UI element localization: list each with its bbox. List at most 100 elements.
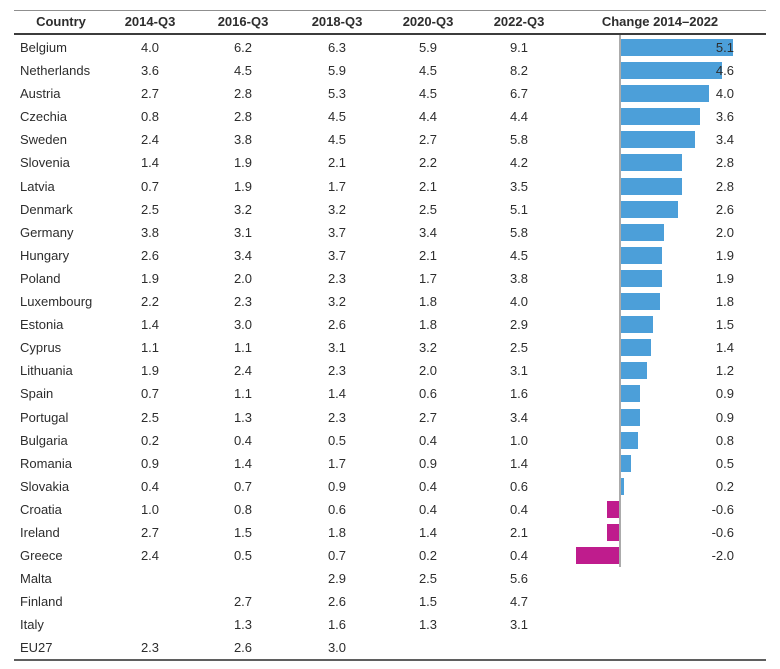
- value-cell: 3.2: [418, 340, 438, 356]
- value-cell: 1.6: [509, 386, 529, 402]
- table-row: Croatia 1.0 0.8 0.6 0.4 0.4 -0.6: [0, 498, 780, 521]
- value-cell: 1.9: [140, 270, 160, 286]
- change-bar: [620, 431, 638, 449]
- value-cell: 4.4: [418, 109, 438, 125]
- change-label: 2.0: [715, 224, 734, 240]
- table-row: Poland 1.9 2.0 2.3 1.7 3.8 1.9: [0, 267, 780, 290]
- value-cell: 2.6: [233, 640, 253, 656]
- value-cell: 5.9: [418, 40, 438, 55]
- table-row: Cyprus 1.1 1.1 3.1 3.2 2.5 1.4: [0, 336, 780, 359]
- value-cell: 1.0: [140, 501, 160, 517]
- country-cell: Luxembourg: [20, 294, 93, 310]
- change-bar: [620, 177, 683, 195]
- value-cell: 2.7: [140, 524, 160, 540]
- table-row: Hungary 2.6 3.4 3.7 2.1 4.5 1.9: [0, 244, 780, 267]
- value-cell: 0.2: [140, 432, 160, 448]
- table-body: Belgium 4.0 6.2 6.3 5.9 9.1 5.1 Netherla…: [0, 36, 780, 660]
- value-cell: 0.9: [327, 478, 347, 494]
- country-cell: Latvia: [20, 178, 55, 194]
- table-row: Malta 2.9 2.5 5.6: [0, 567, 780, 590]
- country-cell: Estonia: [20, 317, 64, 333]
- change-cell: 1.9: [566, 267, 780, 290]
- column-header-2016-q3: 2016-Q3: [217, 14, 269, 29]
- change-bar: [575, 547, 620, 565]
- change-label: 0.5: [715, 455, 734, 471]
- value-cell: 6.7: [509, 86, 529, 102]
- column-header-2014-q3: 2014-Q3: [124, 14, 176, 29]
- value-cell: 2.4: [233, 363, 253, 379]
- value-cell: 2.6: [327, 594, 347, 610]
- table-row: Belgium 4.0 6.2 6.3 5.9 9.1 5.1: [0, 36, 780, 59]
- value-cell: 1.6: [327, 617, 347, 633]
- change-cell: 0.5: [566, 452, 780, 475]
- value-cell: 0.6: [327, 501, 347, 517]
- value-cell: 2.6: [140, 247, 160, 263]
- table-row: Czechia 0.8 2.8 4.5 4.4 4.4 3.6: [0, 105, 780, 128]
- value-cell: 2.7: [233, 594, 253, 610]
- value-cell: 4.4: [509, 109, 529, 125]
- table-row: Netherlands 3.6 4.5 5.9 4.5 8.2 4.6: [0, 59, 780, 82]
- change-label: 0.9: [715, 409, 734, 425]
- value-cell: 3.7: [327, 247, 347, 263]
- value-cell: 3.1: [327, 340, 347, 356]
- change-bar: [620, 269, 663, 287]
- column-header-country: Country: [36, 14, 86, 29]
- value-cell: 5.1: [509, 201, 529, 217]
- change-cell: [566, 613, 780, 636]
- change-cell: 2.8: [566, 151, 780, 174]
- change-bar: [620, 223, 665, 241]
- value-cell: 1.4: [140, 155, 160, 171]
- value-cell: 3.6: [140, 63, 160, 79]
- value-cell: 0.6: [418, 386, 438, 402]
- change-cell: -0.6: [566, 498, 780, 521]
- value-cell: 1.7: [418, 270, 438, 286]
- value-cell: 4.5: [327, 109, 347, 125]
- value-cell: 4.5: [509, 247, 529, 263]
- table-row: Bulgaria 0.2 0.4 0.5 0.4 1.0 0.8: [0, 429, 780, 452]
- value-cell: 2.2: [140, 294, 160, 310]
- country-cell: Portugal: [20, 409, 69, 425]
- country-cell: Ireland: [20, 524, 60, 540]
- country-cell: Bulgaria: [20, 432, 68, 448]
- value-cell: 5.6: [509, 571, 529, 587]
- change-bar: [606, 523, 620, 541]
- country-cell: Slovakia: [20, 478, 70, 494]
- table-row: Spain 0.7 1.1 1.4 0.6 1.6 0.9: [0, 382, 780, 405]
- value-cell: 2.6: [327, 317, 347, 333]
- country-cell: Poland: [20, 270, 61, 286]
- value-cell: 1.8: [327, 524, 347, 540]
- header-separator-line: [14, 33, 766, 35]
- change-bar: [620, 39, 734, 56]
- change-label: -0.6: [711, 501, 734, 517]
- table-row: Finland 2.7 2.6 1.5 4.7: [0, 590, 780, 613]
- change-label: 1.5: [715, 317, 734, 333]
- change-bar: [620, 408, 640, 426]
- change-label: 1.9: [715, 270, 734, 286]
- change-bar: [620, 62, 723, 80]
- value-cell: 0.4: [418, 478, 438, 494]
- change-label: 1.4: [715, 340, 734, 356]
- value-cell: 1.8: [418, 317, 438, 333]
- country-cell: Denmark: [20, 201, 73, 217]
- column-header-2020-q3: 2020-Q3: [402, 14, 454, 29]
- country-cell: Romania: [20, 455, 73, 471]
- change-bar: [620, 154, 683, 172]
- table-row: Portugal 2.5 1.3 2.3 2.7 3.4 0.9: [0, 406, 780, 429]
- change-cell: 1.2: [566, 359, 780, 382]
- value-cell: 1.4: [418, 524, 438, 540]
- value-cell: 4.5: [418, 63, 438, 79]
- value-cell: 4.5: [418, 86, 438, 102]
- table-top-border: [14, 10, 766, 11]
- value-cell: 2.7: [418, 409, 438, 425]
- value-cell: 3.0: [327, 640, 347, 656]
- change-label: -2.0: [711, 548, 734, 564]
- value-cell: 0.7: [140, 386, 160, 402]
- value-cell: 3.5: [509, 178, 529, 194]
- country-cell: Germany: [20, 224, 74, 240]
- change-cell: 1.9: [566, 244, 780, 267]
- value-cell: 2.3: [233, 294, 253, 310]
- value-cell: 8.2: [509, 63, 529, 79]
- value-cell: 5.3: [327, 86, 347, 102]
- value-cell: 1.3: [418, 617, 438, 633]
- table-row: Ireland 2.7 1.5 1.8 1.4 2.1 -0.6: [0, 521, 780, 544]
